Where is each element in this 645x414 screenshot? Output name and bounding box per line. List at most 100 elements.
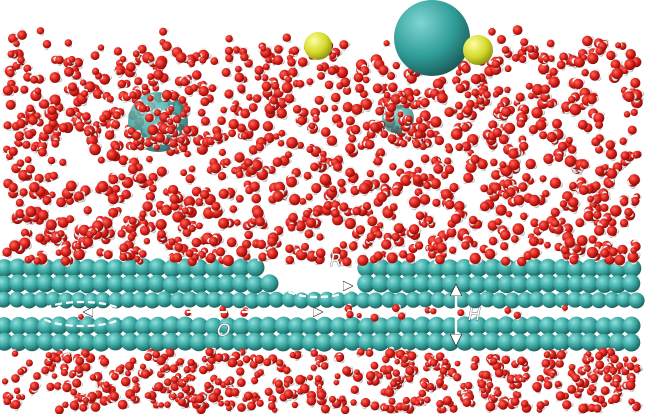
water-molecule <box>185 174 197 185</box>
oxygen-atom <box>235 194 244 203</box>
water-molecule <box>549 175 564 189</box>
oxygen-atom <box>308 122 316 130</box>
oxygen-atom <box>367 216 378 227</box>
carbon-atom <box>497 275 516 294</box>
carbon-atom <box>287 317 306 336</box>
oxygen-atom <box>600 248 610 258</box>
oxygen-atom <box>304 229 314 239</box>
oxygen-atom <box>92 67 100 75</box>
oxygen-atom <box>65 180 77 192</box>
water-molecule <box>273 53 285 66</box>
oxygen-atom <box>310 107 321 118</box>
water-molecule <box>288 211 300 223</box>
carbon-atom <box>367 292 384 309</box>
oxygen-atom <box>285 76 293 83</box>
carbon-atom <box>176 316 195 335</box>
oxygen-atom <box>606 50 616 61</box>
oxygen-atom <box>455 143 464 152</box>
water-molecule <box>504 86 512 95</box>
carbon-atom <box>517 292 534 308</box>
water-molecule <box>318 150 327 159</box>
water-molecule <box>232 45 241 55</box>
oxygen-atom <box>495 204 507 216</box>
water-molecule <box>600 202 610 212</box>
oxygen-atom <box>25 206 37 218</box>
oxygen-atom <box>432 198 441 207</box>
water-molecule <box>232 150 245 163</box>
carbon-atom <box>553 258 572 277</box>
oxygen-atom <box>352 206 362 216</box>
oxygen-atom <box>126 62 136 72</box>
oxygen-atom <box>414 188 423 197</box>
carbon-atom <box>64 274 83 293</box>
oxygen-atom <box>480 184 489 193</box>
water-molecule <box>198 56 207 65</box>
oxygen-atom <box>583 210 594 222</box>
water-molecule <box>623 207 634 218</box>
water-molecule <box>462 172 475 184</box>
water-molecule <box>232 72 245 84</box>
carbon-atom <box>231 274 250 293</box>
carbon-atom <box>147 274 166 293</box>
carbon-atom <box>83 292 100 309</box>
oxygen-atom <box>620 151 630 161</box>
water-molecule <box>221 254 234 268</box>
oxygen-atom <box>145 191 155 202</box>
oxygen-atom <box>261 74 269 82</box>
oxygen-atom <box>315 248 326 258</box>
oxygen-atom <box>146 155 153 163</box>
carbon-atom <box>133 274 152 293</box>
oxygen-atom <box>546 100 555 109</box>
oxygen-atom <box>540 84 551 94</box>
oxygen-atom <box>461 63 471 74</box>
water-molecule <box>5 152 15 161</box>
oxygen-atom <box>60 256 71 266</box>
oxygen-atom <box>208 236 219 246</box>
oxygen-atom <box>606 225 618 236</box>
water-molecule <box>187 165 196 174</box>
water-molecule <box>306 78 315 87</box>
carbon-atom <box>120 316 139 335</box>
oxygen-atom <box>365 139 375 150</box>
oxygen-atom <box>183 196 196 208</box>
water-molecule <box>355 252 369 266</box>
oxygen-atom <box>106 95 114 103</box>
carbon-atom <box>106 332 125 351</box>
water-molecule <box>224 46 235 56</box>
water-molecule <box>55 217 69 230</box>
oxygen-atom <box>525 82 533 90</box>
carbon-atom <box>301 317 320 336</box>
oxygen-atom <box>7 50 15 58</box>
carbon-atom <box>245 332 264 351</box>
oxygen-atom <box>17 56 25 64</box>
water-molecule <box>91 66 100 76</box>
carbon-atom <box>36 274 55 293</box>
water-molecule <box>319 103 329 113</box>
water-molecule <box>30 144 39 152</box>
water-molecule <box>97 155 107 164</box>
carbon-atom <box>163 259 181 278</box>
graphene-sheets <box>0 258 645 352</box>
water-molecule <box>217 147 227 157</box>
oxygen-atom <box>591 137 601 147</box>
oxygen-atom <box>549 67 558 76</box>
carbon-atom <box>134 333 153 352</box>
carbon-atom <box>510 275 529 294</box>
oxygen-atom <box>267 236 277 247</box>
oxygen-atom <box>24 156 32 164</box>
water-molecule <box>453 101 464 111</box>
water-molecule <box>510 223 525 236</box>
carbon-atom <box>357 274 376 293</box>
oxygen-atom <box>296 141 304 149</box>
oxygen-atom <box>350 124 361 135</box>
water-molecule <box>585 51 599 65</box>
carbon-atom <box>385 259 404 278</box>
water-molecule <box>489 157 498 167</box>
carbon-atom <box>554 292 571 308</box>
oxygen-atom <box>568 197 579 208</box>
oxygen-atom <box>351 103 363 115</box>
oxygen-atom <box>551 219 560 228</box>
oxygen-atom <box>112 111 121 120</box>
water-molecule <box>356 182 371 197</box>
water-molecule <box>606 225 620 238</box>
